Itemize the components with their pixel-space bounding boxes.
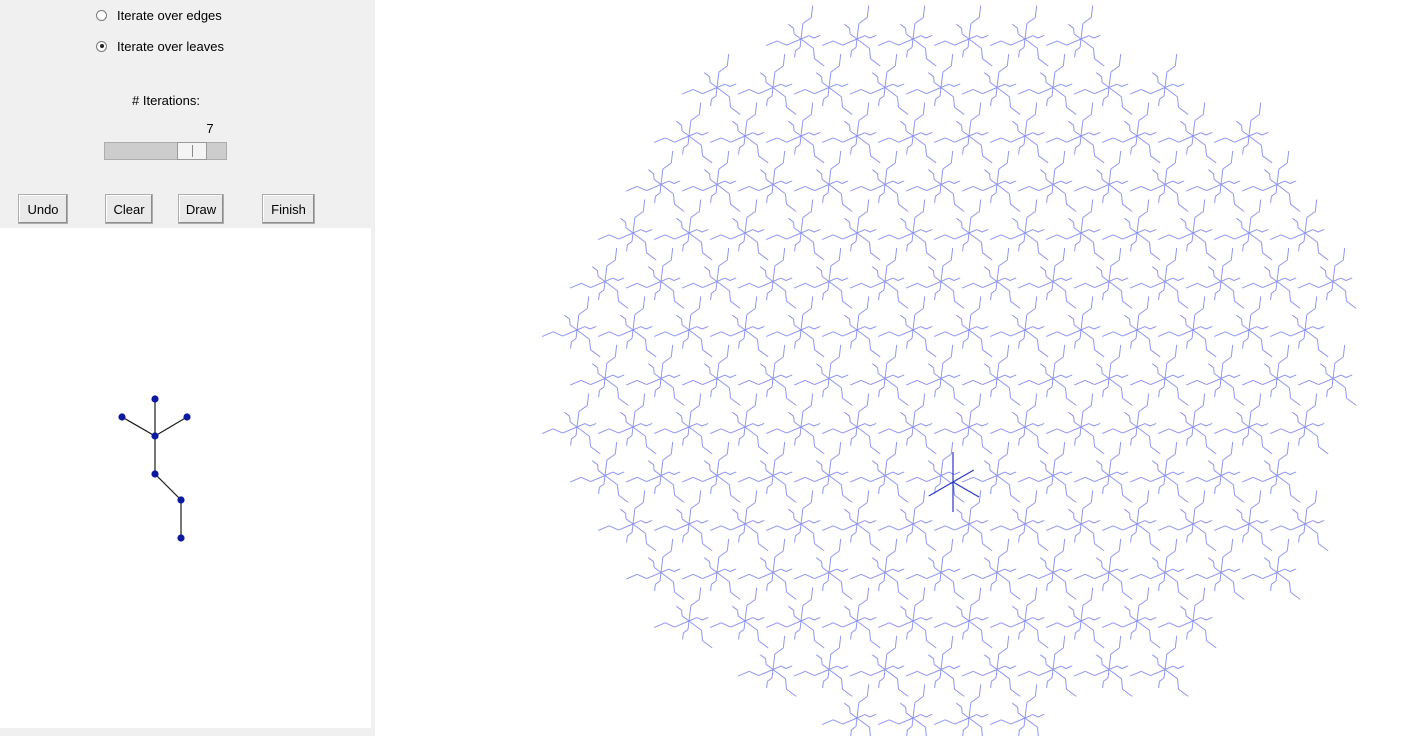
tree-node[interactable] — [118, 413, 126, 421]
tree-node[interactable] — [183, 413, 191, 421]
iterate-edges-option[interactable]: Iterate over edges — [96, 6, 222, 24]
iterate-leaves-option[interactable]: Iterate over leaves — [96, 37, 224, 55]
tree-node[interactable] — [151, 470, 159, 478]
iterations-label: # Iterations: — [132, 93, 200, 108]
tree-edge[interactable] — [154, 473, 182, 501]
tree-edge[interactable] — [154, 416, 188, 437]
control-panel: Iterate over edges Iterate over leaves #… — [0, 0, 375, 736]
finish-button[interactable]: Finish — [262, 194, 315, 224]
slider-thumb-icon[interactable] — [177, 142, 207, 160]
fractal-lines — [541, 5, 1357, 736]
draw-button[interactable]: Draw — [178, 194, 224, 224]
undo-button[interactable]: Undo — [18, 194, 68, 224]
iterations-slider[interactable] — [104, 142, 227, 160]
radio-checked-icon[interactable] — [96, 40, 107, 52]
tree-node[interactable] — [151, 432, 159, 440]
iterations-value: 7 — [206, 121, 214, 136]
tree-node[interactable] — [177, 534, 185, 542]
tree-graph[interactable] — [0, 228, 371, 728]
tree-editor-canvas[interactable] — [0, 228, 371, 728]
iterate-edges-label: Iterate over edges — [117, 7, 222, 23]
tree-node[interactable] — [177, 496, 185, 504]
radio-unchecked-icon[interactable] — [96, 9, 107, 21]
iterate-leaves-label: Iterate over leaves — [117, 38, 224, 54]
fractal-center-motif — [928, 452, 980, 512]
fractal-drawing — [541, 5, 1357, 736]
clear-button[interactable]: Clear — [105, 194, 153, 224]
fractal-canvas — [375, 0, 1422, 736]
tree-edge[interactable] — [121, 416, 156, 437]
tree-node[interactable] — [151, 395, 159, 403]
